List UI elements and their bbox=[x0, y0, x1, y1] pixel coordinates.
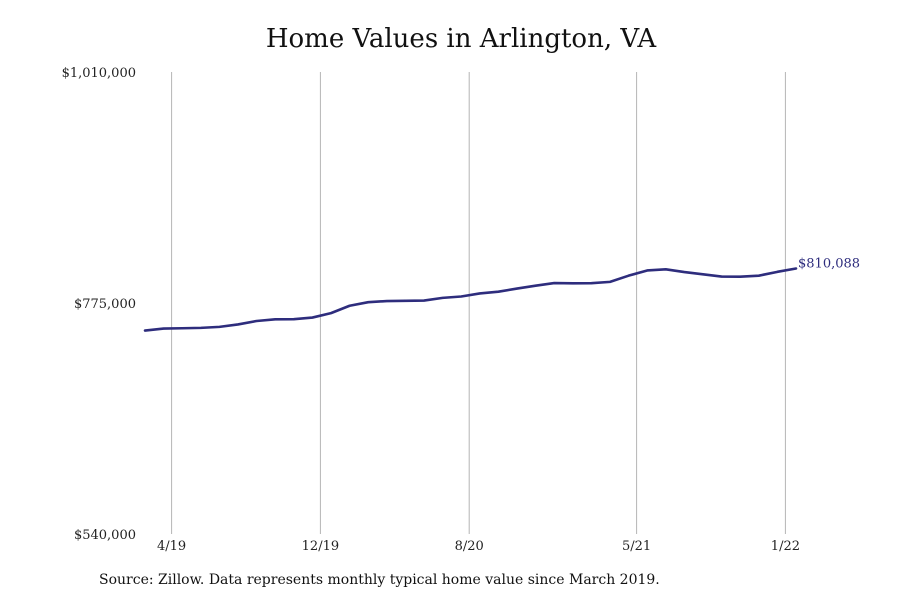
data-point bbox=[274, 318, 277, 321]
data-point bbox=[386, 300, 389, 303]
end-value-label: $810,088 bbox=[798, 257, 860, 272]
data-point bbox=[479, 292, 482, 295]
data-point bbox=[534, 284, 537, 287]
x-tick-label: 4/19 bbox=[157, 539, 186, 554]
data-point bbox=[590, 282, 593, 285]
data-point bbox=[367, 301, 370, 304]
data-point bbox=[200, 327, 203, 330]
x-tick-label: 1/22 bbox=[771, 539, 800, 554]
data-point bbox=[144, 329, 147, 332]
data-point bbox=[776, 271, 779, 274]
x-axis-tick-labels: 4/19 12/19 8/20 5/21 1/22 bbox=[157, 539, 800, 554]
data-point bbox=[683, 271, 686, 274]
source-note: Source: Zillow. Data represents monthly … bbox=[99, 572, 660, 588]
data-point bbox=[255, 320, 258, 323]
data-point bbox=[572, 282, 575, 285]
x-tick-label: 12/19 bbox=[302, 539, 339, 554]
series-line bbox=[143, 267, 798, 332]
data-point bbox=[423, 299, 426, 302]
data-point bbox=[646, 269, 649, 272]
data-point bbox=[330, 312, 333, 315]
data-point bbox=[311, 316, 314, 319]
y-tick-label: $540,000 bbox=[74, 528, 136, 543]
data-point bbox=[497, 290, 500, 293]
data-point bbox=[162, 327, 165, 330]
data-point bbox=[702, 273, 705, 276]
data-point bbox=[553, 282, 556, 285]
data-point bbox=[218, 326, 221, 329]
data-point bbox=[627, 274, 630, 277]
data-point bbox=[460, 295, 463, 298]
data-point bbox=[441, 297, 444, 300]
data-point bbox=[609, 281, 612, 284]
y-tick-label: $775,000 bbox=[74, 297, 136, 312]
data-point bbox=[293, 318, 296, 321]
data-point bbox=[404, 300, 407, 303]
data-point bbox=[665, 268, 668, 271]
data-point bbox=[181, 327, 184, 330]
x-tick-label: 8/20 bbox=[455, 539, 484, 554]
x-tick-label: 5/21 bbox=[622, 539, 651, 554]
vertical-gridlines bbox=[171, 72, 786, 534]
y-tick-label: $1,010,000 bbox=[62, 66, 136, 81]
chart-title: Home Values in Arlington, VA bbox=[265, 24, 657, 54]
series-home-values: $810,088 bbox=[143, 257, 860, 332]
y-axis-tick-labels: $1,010,000 $775,000 $540,000 bbox=[62, 66, 136, 543]
data-point bbox=[348, 304, 351, 307]
data-point bbox=[758, 274, 761, 277]
data-point bbox=[237, 323, 240, 326]
data-point bbox=[516, 287, 519, 290]
data-point bbox=[795, 267, 798, 270]
data-point bbox=[720, 275, 723, 278]
data-point bbox=[739, 275, 742, 278]
